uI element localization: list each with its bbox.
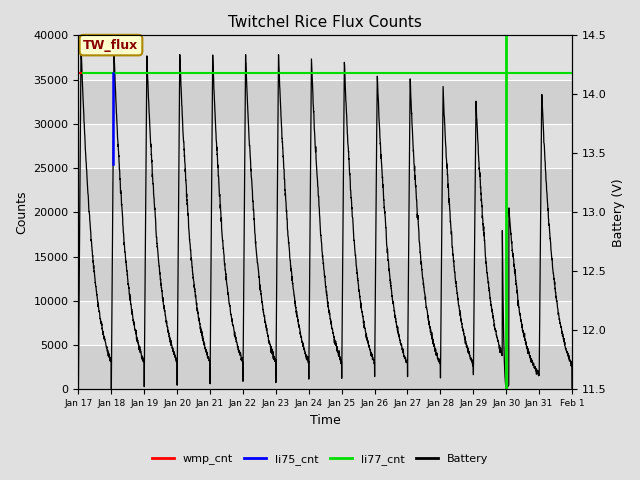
Bar xyxy=(79,36,572,80)
Bar xyxy=(79,257,572,301)
Legend: wmp_cnt, li75_cnt, li77_cnt, Battery: wmp_cnt, li75_cnt, li77_cnt, Battery xyxy=(147,450,493,469)
Bar xyxy=(79,345,572,389)
Bar xyxy=(79,301,572,345)
Bar xyxy=(79,168,572,212)
Y-axis label: Battery (V): Battery (V) xyxy=(612,178,625,247)
Text: TW_flux: TW_flux xyxy=(83,38,139,52)
X-axis label: Time: Time xyxy=(310,414,340,427)
Bar xyxy=(79,124,572,168)
Title: Twitchel Rice Flux Counts: Twitchel Rice Flux Counts xyxy=(228,15,422,30)
Bar xyxy=(79,80,572,124)
Y-axis label: Counts: Counts xyxy=(15,191,28,234)
Bar xyxy=(79,212,572,257)
